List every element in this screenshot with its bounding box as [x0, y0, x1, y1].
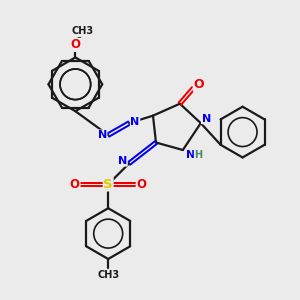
Text: O: O — [194, 78, 204, 91]
Text: N: N — [186, 150, 195, 161]
Text: H: H — [194, 150, 202, 161]
Text: N: N — [118, 156, 127, 166]
Text: N: N — [98, 130, 107, 140]
Text: N: N — [130, 117, 140, 127]
Text: S: S — [103, 178, 113, 191]
Text: O: O — [70, 38, 80, 51]
Text: CH3: CH3 — [97, 269, 119, 280]
Text: CH3: CH3 — [72, 26, 94, 37]
Text: N: N — [202, 114, 211, 124]
Text: O: O — [70, 178, 80, 191]
Text: O: O — [136, 178, 147, 191]
